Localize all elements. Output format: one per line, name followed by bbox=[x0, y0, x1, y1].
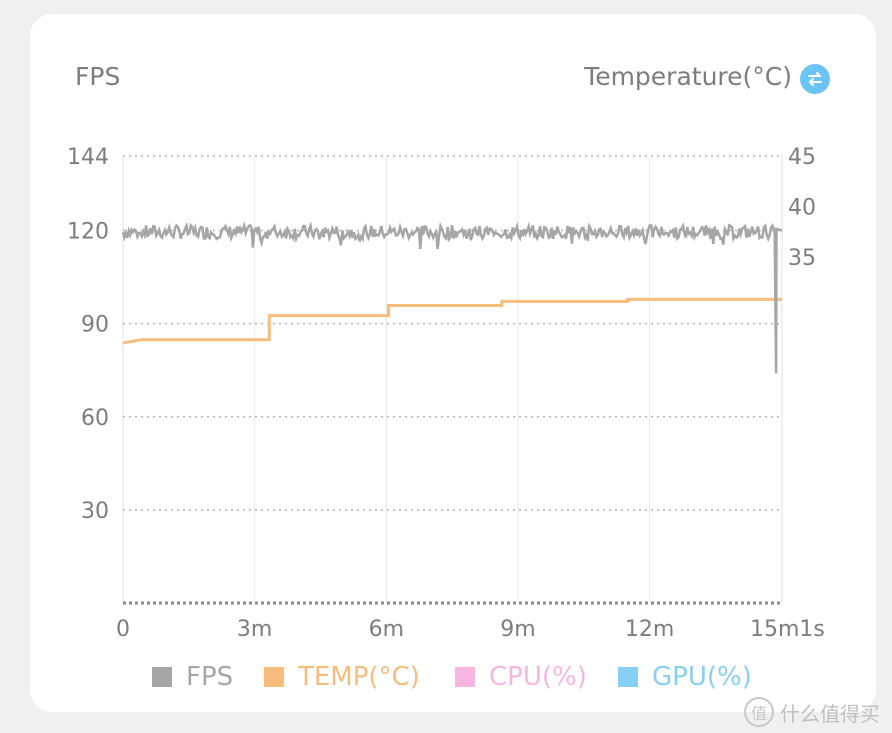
chart-legend: FPS TEMP(°C) CPU(%) GPU(%) bbox=[0, 662, 892, 702]
left-axis-title: FPS bbox=[75, 62, 121, 91]
legend-item-gpu[interactable]: GPU(%) bbox=[618, 662, 752, 692]
x-tick-label: 15m1s bbox=[750, 617, 825, 642]
series-line-temp bbox=[122, 297, 782, 345]
legend-swatch-gpu bbox=[618, 667, 638, 687]
y-right-tick-label: 35 bbox=[788, 246, 816, 271]
y-left-tick-label: 120 bbox=[67, 220, 109, 245]
legend-swatch-fps bbox=[152, 667, 172, 687]
series-line-fps bbox=[121, 221, 783, 374]
legend-label-cpu: CPU(%) bbox=[489, 662, 587, 692]
legend-label-temp: TEMP(°C) bbox=[298, 662, 420, 692]
watermark: 值 什么值得买 bbox=[744, 697, 880, 727]
legend-label-gpu: GPU(%) bbox=[652, 662, 752, 692]
x-tick-label: 3m bbox=[237, 617, 272, 642]
chart-card bbox=[30, 14, 876, 712]
legend-item-cpu[interactable]: CPU(%) bbox=[455, 662, 587, 692]
legend-swatch-temp bbox=[264, 667, 284, 687]
legend-swatch-cpu bbox=[455, 667, 475, 687]
x-tick-label: 12m bbox=[625, 617, 674, 642]
y-left-tick-label: 30 bbox=[81, 499, 109, 524]
x-tick-label: 0 bbox=[116, 617, 130, 642]
y-right-tick-label: 40 bbox=[788, 196, 816, 221]
watermark-text: 什么值得买 bbox=[780, 701, 880, 726]
y-left-tick-label: 144 bbox=[67, 145, 109, 170]
right-axis-title: Temperature(°C) bbox=[584, 62, 792, 91]
legend-item-temp[interactable]: TEMP(°C) bbox=[264, 662, 420, 692]
swap-arrows-glyph bbox=[808, 72, 822, 86]
y-left-tick-label: 90 bbox=[81, 313, 109, 338]
watermark-logo-icon: 值 bbox=[744, 697, 774, 727]
legend-item-fps[interactable]: FPS bbox=[152, 662, 233, 692]
y-left-tick-label: 60 bbox=[81, 406, 109, 431]
legend-label-fps: FPS bbox=[186, 662, 234, 692]
y-right-tick-label: 45 bbox=[788, 145, 816, 170]
x-tick-label: 9m bbox=[500, 617, 535, 642]
swap-arrows-icon[interactable] bbox=[800, 64, 830, 94]
x-tick-label: 6m bbox=[369, 617, 404, 642]
